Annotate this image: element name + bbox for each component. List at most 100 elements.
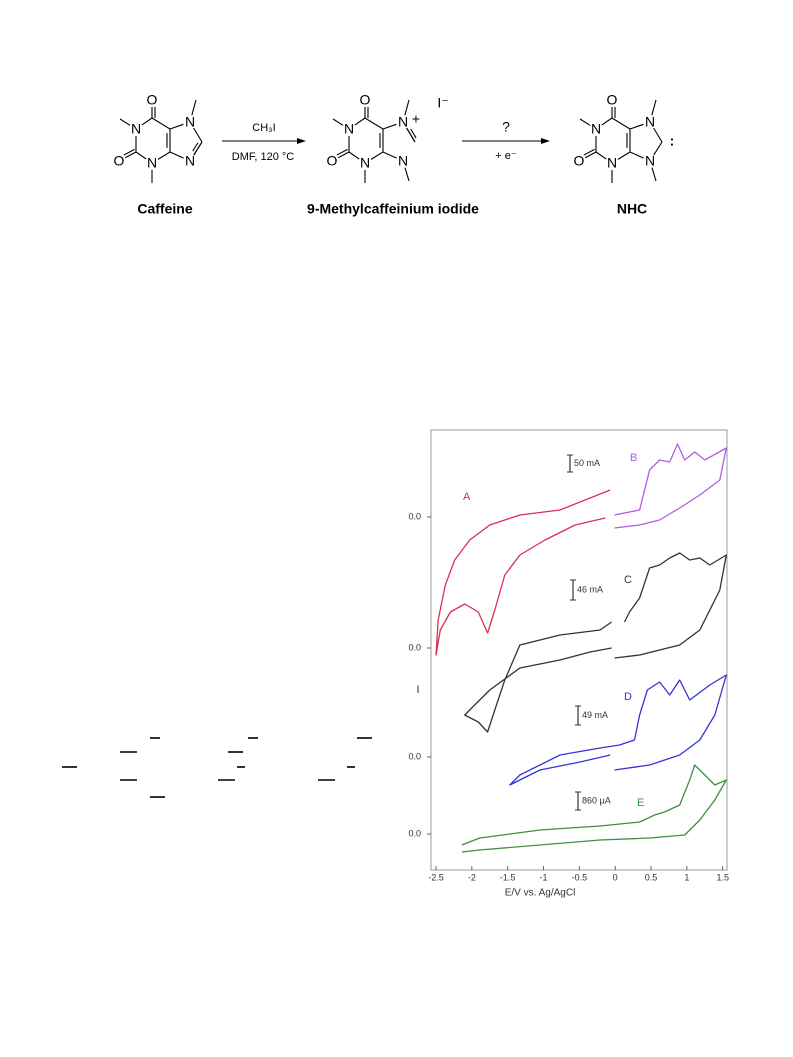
atom-label: N xyxy=(645,153,655,169)
bond xyxy=(404,167,410,182)
cv-curve xyxy=(464,552,727,733)
bond xyxy=(124,151,137,159)
bond xyxy=(135,151,147,160)
atom-label: N xyxy=(147,155,157,171)
cv-curve xyxy=(461,764,727,853)
curve-label: A xyxy=(463,491,471,503)
bond xyxy=(336,148,348,156)
bond xyxy=(584,151,597,159)
step-reagent: + e⁻ xyxy=(495,150,517,162)
scale-label: 49 mA xyxy=(582,710,608,720)
scale-label: 860 µA xyxy=(582,795,611,805)
atom-label: O xyxy=(114,153,125,169)
bond xyxy=(382,123,397,130)
atom-label: N xyxy=(645,114,655,130)
bond xyxy=(653,127,663,143)
bond xyxy=(348,151,360,160)
bond xyxy=(141,117,153,126)
counterion: I⁻ xyxy=(437,95,448,111)
plot-frame xyxy=(430,429,728,871)
curve-label: E xyxy=(637,797,644,809)
bond xyxy=(191,99,197,116)
bond xyxy=(629,151,644,159)
conditions: DMF, 120 °C xyxy=(232,151,295,163)
atom-label: N xyxy=(591,121,601,137)
atom-label: O xyxy=(360,92,371,108)
cv-curve xyxy=(614,443,727,529)
bond xyxy=(406,127,416,143)
bond xyxy=(370,151,384,160)
x-tick-label: 0.5 xyxy=(645,872,658,882)
bond xyxy=(651,99,657,116)
bond xyxy=(583,148,595,156)
cv-curve xyxy=(435,489,611,656)
bond xyxy=(169,123,184,130)
bond xyxy=(364,117,384,130)
bond xyxy=(595,151,607,160)
step-question: ? xyxy=(502,119,510,135)
x-tick-label: -1.5 xyxy=(500,872,516,882)
x-tick-label: -1 xyxy=(540,872,548,882)
bond xyxy=(653,141,663,156)
bond xyxy=(337,151,350,159)
bond xyxy=(332,118,344,126)
cv-curve xyxy=(509,674,727,786)
y-tick-label: 0.0 xyxy=(408,751,421,761)
compound-name: Caffeine xyxy=(137,201,192,217)
x-tick-label: -2 xyxy=(468,872,476,882)
curve-label: D xyxy=(624,691,632,703)
bond xyxy=(123,148,135,156)
curve-label: C xyxy=(624,574,632,586)
curve-label: B xyxy=(630,452,637,464)
y-tick-label: 0.0 xyxy=(408,828,421,838)
bond xyxy=(157,151,171,160)
bond xyxy=(193,127,203,143)
bond xyxy=(169,151,184,159)
atom-label: N xyxy=(131,121,141,137)
x-tick-label: 1 xyxy=(684,872,689,882)
bond xyxy=(193,141,203,156)
scale-label: 46 mA xyxy=(577,584,603,594)
compound-name: NHC xyxy=(617,201,647,217)
x-axis-label: E/V vs. Ag/AgCl xyxy=(505,888,576,899)
reagent: CH₃I xyxy=(252,122,275,134)
dashes xyxy=(62,737,372,798)
arrow-head xyxy=(297,138,306,144)
x-tick-label: 1.5 xyxy=(716,872,729,882)
atom-label: O xyxy=(327,153,338,169)
bond xyxy=(382,151,397,159)
y-tick-label: 0.0 xyxy=(408,642,421,652)
y-tick-label: 0.0 xyxy=(408,511,421,521)
x-tick-label: -2.5 xyxy=(428,872,444,882)
atom-label: N xyxy=(398,114,408,130)
atom-label: N xyxy=(360,155,370,171)
atom-label: N xyxy=(185,114,195,130)
atom-label: N xyxy=(344,121,354,137)
bond xyxy=(629,123,644,130)
bond xyxy=(354,117,366,126)
atom-label: N xyxy=(607,155,617,171)
atom-label: O xyxy=(574,153,585,169)
bond xyxy=(410,128,417,139)
bond xyxy=(651,167,657,182)
compound-name: 9-Methylcaffeinium iodide xyxy=(307,201,479,217)
bond xyxy=(151,117,171,130)
atom-label: O xyxy=(607,92,618,108)
bond xyxy=(192,142,199,152)
scale-label: 50 mA xyxy=(574,458,600,468)
bond xyxy=(611,117,631,130)
x-tick-label: 0 xyxy=(613,872,618,882)
bond xyxy=(579,118,591,126)
bond xyxy=(404,99,410,116)
charge: + xyxy=(412,111,420,127)
bond xyxy=(617,151,631,160)
atom-label: N xyxy=(185,153,195,169)
x-tick-label: -0.5 xyxy=(572,872,588,882)
bond xyxy=(119,118,131,126)
atom-label: N xyxy=(398,153,408,169)
bond xyxy=(601,117,613,126)
atom-label: O xyxy=(147,92,158,108)
arrow-head xyxy=(541,138,550,144)
